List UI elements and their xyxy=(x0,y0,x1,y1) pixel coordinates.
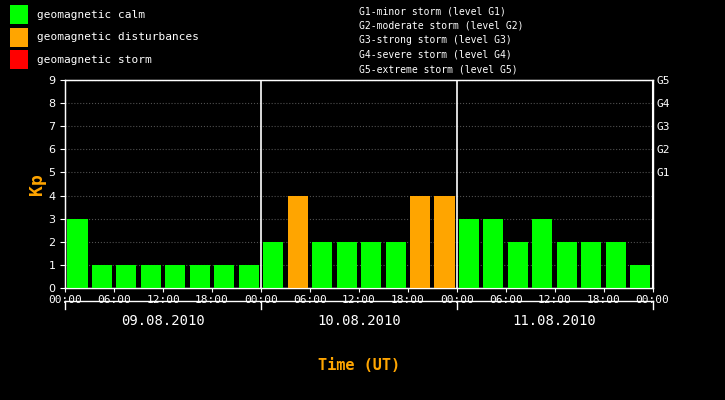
Bar xyxy=(557,242,577,288)
Bar xyxy=(630,265,650,288)
Text: G3-strong storm (level G3): G3-strong storm (level G3) xyxy=(359,35,512,45)
Text: 09.08.2010: 09.08.2010 xyxy=(121,314,205,328)
Y-axis label: Kp: Kp xyxy=(28,173,46,195)
Text: 10.08.2010: 10.08.2010 xyxy=(317,314,401,328)
Text: G5-extreme storm (level G5): G5-extreme storm (level G5) xyxy=(359,64,518,74)
Text: G4-severe storm (level G4): G4-severe storm (level G4) xyxy=(359,50,512,60)
Text: geomagnetic disturbances: geomagnetic disturbances xyxy=(37,32,199,42)
Text: G2-moderate storm (level G2): G2-moderate storm (level G2) xyxy=(359,21,523,31)
Bar xyxy=(312,242,332,288)
Bar xyxy=(117,265,136,288)
Bar xyxy=(92,265,112,288)
Text: Time (UT): Time (UT) xyxy=(318,358,400,374)
Text: G1-minor storm (level G1): G1-minor storm (level G1) xyxy=(359,6,506,16)
Bar xyxy=(484,219,503,288)
Bar xyxy=(263,242,283,288)
Bar xyxy=(606,242,626,288)
Text: 11.08.2010: 11.08.2010 xyxy=(513,314,597,328)
Bar xyxy=(361,242,381,288)
Bar xyxy=(215,265,234,288)
Bar xyxy=(459,219,479,288)
FancyBboxPatch shape xyxy=(10,50,28,69)
Bar xyxy=(141,265,161,288)
FancyBboxPatch shape xyxy=(10,28,28,47)
Bar xyxy=(532,219,552,288)
Bar xyxy=(434,196,455,288)
Text: geomagnetic storm: geomagnetic storm xyxy=(37,55,152,65)
Bar xyxy=(288,196,307,288)
Bar xyxy=(581,242,601,288)
Bar xyxy=(165,265,186,288)
Text: geomagnetic calm: geomagnetic calm xyxy=(37,10,145,20)
Bar xyxy=(190,265,210,288)
Bar xyxy=(508,242,528,288)
Bar xyxy=(386,242,405,288)
Bar xyxy=(410,196,430,288)
FancyBboxPatch shape xyxy=(10,5,28,24)
Bar xyxy=(67,219,88,288)
Bar xyxy=(239,265,259,288)
Bar xyxy=(336,242,357,288)
